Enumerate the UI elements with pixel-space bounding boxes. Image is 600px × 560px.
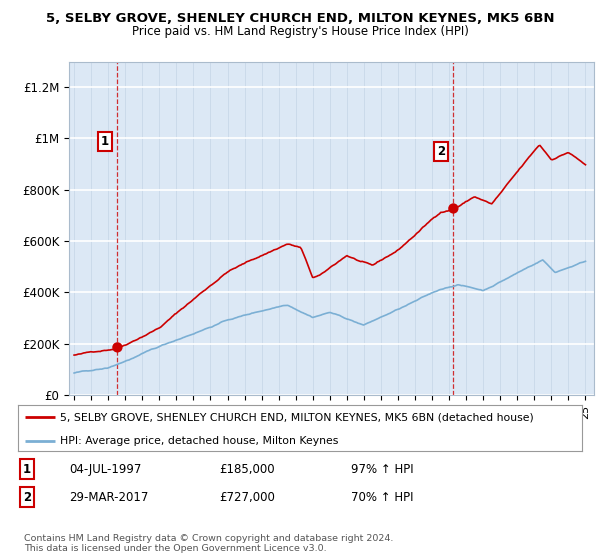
- Text: £185,000: £185,000: [219, 463, 275, 476]
- Text: 29-MAR-2017: 29-MAR-2017: [69, 491, 148, 504]
- Text: 97% ↑ HPI: 97% ↑ HPI: [351, 463, 413, 476]
- Text: 2: 2: [23, 491, 31, 504]
- Text: 1: 1: [23, 463, 31, 476]
- Text: Price paid vs. HM Land Registry's House Price Index (HPI): Price paid vs. HM Land Registry's House …: [131, 25, 469, 38]
- Text: HPI: Average price, detached house, Milton Keynes: HPI: Average price, detached house, Milt…: [60, 436, 338, 446]
- Text: £727,000: £727,000: [219, 491, 275, 504]
- Point: [449, 204, 458, 213]
- Point: [113, 343, 122, 352]
- Text: 5, SELBY GROVE, SHENLEY CHURCH END, MILTON KEYNES, MK5 6BN: 5, SELBY GROVE, SHENLEY CHURCH END, MILT…: [46, 12, 554, 25]
- Text: 1: 1: [101, 134, 109, 147]
- Text: 04-JUL-1997: 04-JUL-1997: [69, 463, 142, 476]
- Text: Contains HM Land Registry data © Crown copyright and database right 2024.
This d: Contains HM Land Registry data © Crown c…: [24, 534, 394, 553]
- Text: 2: 2: [437, 145, 445, 158]
- Text: 5, SELBY GROVE, SHENLEY CHURCH END, MILTON KEYNES, MK5 6BN (detached house): 5, SELBY GROVE, SHENLEY CHURCH END, MILT…: [60, 412, 534, 422]
- Text: 70% ↑ HPI: 70% ↑ HPI: [351, 491, 413, 504]
